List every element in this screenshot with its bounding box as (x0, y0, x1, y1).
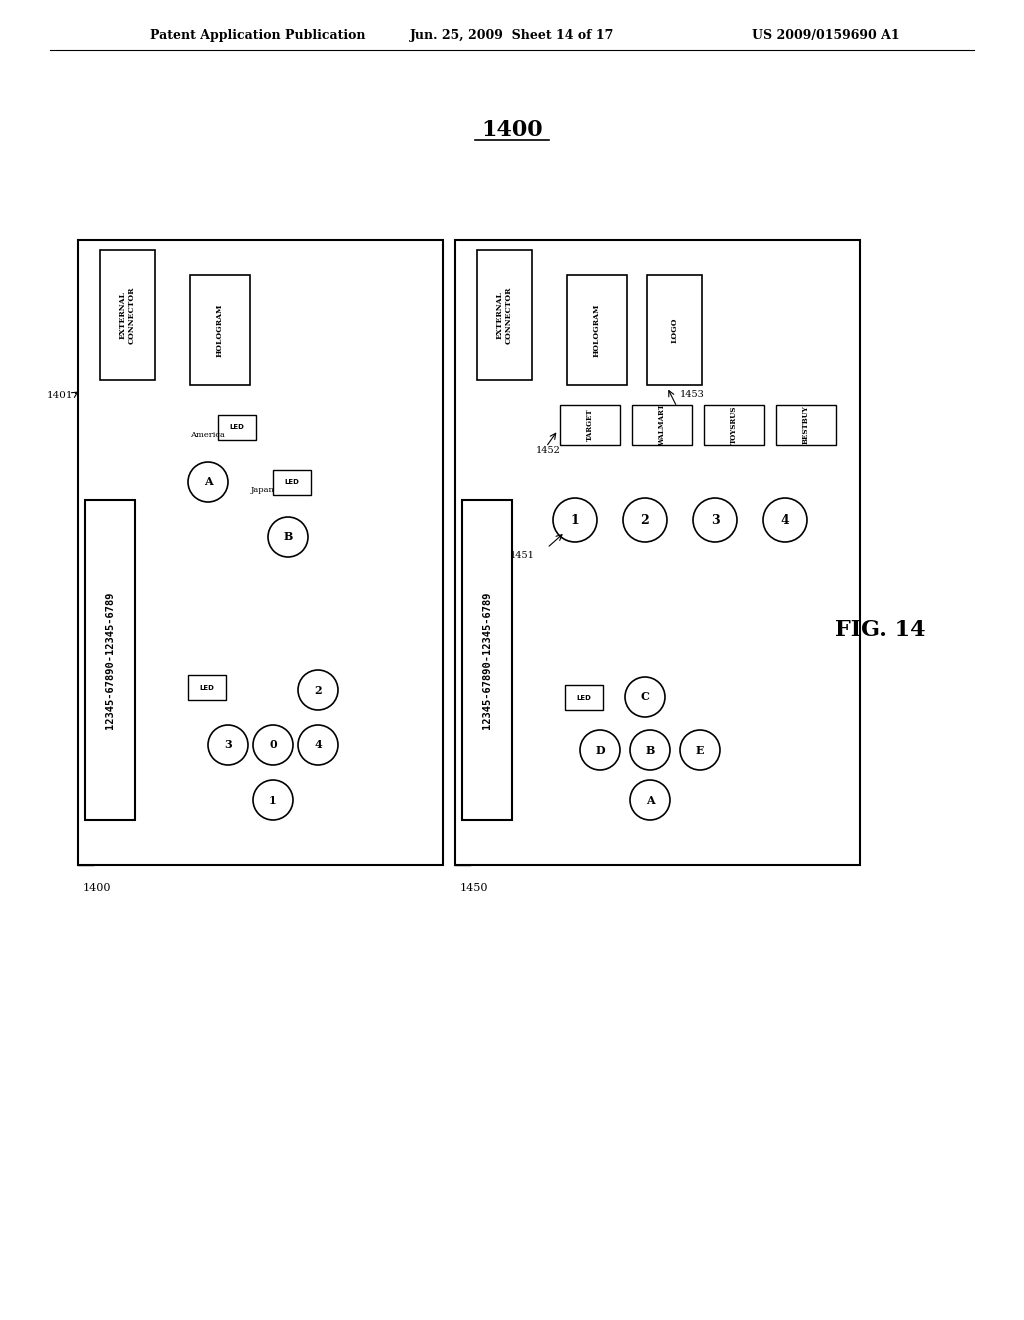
Text: D: D (595, 744, 605, 755)
Circle shape (253, 725, 293, 766)
Text: LED: LED (200, 685, 214, 690)
Text: B: B (645, 744, 654, 755)
Text: 4: 4 (314, 739, 322, 751)
Text: 12345-67890-12345-6789: 12345-67890-12345-6789 (482, 591, 492, 729)
Circle shape (580, 730, 620, 770)
Circle shape (298, 671, 338, 710)
Text: C: C (641, 692, 649, 702)
Circle shape (630, 780, 670, 820)
Text: 1452: 1452 (536, 446, 561, 454)
Bar (560, 405, 620, 445)
Circle shape (630, 730, 670, 770)
Text: 12345-67890-12345-6789: 12345-67890-12345-6789 (105, 591, 115, 729)
Text: 1400: 1400 (83, 883, 112, 894)
Circle shape (298, 725, 338, 766)
Bar (477, 249, 532, 380)
Text: TOYSRUS: TOYSRUS (730, 405, 738, 445)
Text: LED: LED (577, 694, 592, 701)
Text: HOLOGRAM: HOLOGRAM (593, 304, 601, 356)
Text: EXTERNAL
CONNECTOR: EXTERNAL CONNECTOR (119, 286, 136, 343)
Bar (567, 275, 627, 385)
Circle shape (208, 725, 248, 766)
Bar (273, 470, 311, 495)
Text: B: B (284, 532, 293, 543)
Circle shape (763, 498, 807, 543)
Circle shape (268, 517, 308, 557)
Bar (188, 675, 226, 700)
Text: 3: 3 (711, 513, 719, 527)
Circle shape (253, 780, 293, 820)
Text: TARGET: TARGET (586, 409, 594, 441)
Text: US 2009/0159690 A1: US 2009/0159690 A1 (753, 29, 900, 41)
Circle shape (625, 677, 665, 717)
Text: 1: 1 (570, 513, 580, 527)
Bar (455, 240, 860, 865)
Text: LED: LED (285, 479, 299, 486)
Text: 1: 1 (269, 795, 276, 805)
Text: LOGO: LOGO (671, 317, 679, 343)
Bar (85, 500, 135, 820)
Text: BESTBUY: BESTBUY (802, 405, 810, 445)
Bar (190, 275, 250, 385)
Text: 1401: 1401 (46, 391, 73, 400)
Text: E: E (695, 744, 705, 755)
Text: 0: 0 (269, 739, 276, 751)
Bar (632, 405, 692, 445)
Text: LED: LED (229, 425, 245, 430)
Circle shape (188, 462, 228, 502)
Circle shape (553, 498, 597, 543)
Text: 1451: 1451 (510, 550, 535, 560)
Text: Patent Application Publication: Patent Application Publication (150, 29, 366, 41)
Circle shape (623, 498, 667, 543)
Bar (78, 240, 443, 865)
Text: A: A (646, 795, 654, 805)
Text: Jun. 25, 2009  Sheet 14 of 17: Jun. 25, 2009 Sheet 14 of 17 (410, 29, 614, 41)
Text: 1450: 1450 (460, 883, 488, 894)
Bar (647, 275, 702, 385)
Text: A: A (204, 477, 212, 487)
Bar (218, 414, 256, 440)
Text: America: America (190, 432, 225, 440)
Text: HOLOGRAM: HOLOGRAM (216, 304, 224, 356)
Text: 1453: 1453 (680, 389, 705, 399)
Text: 2: 2 (641, 513, 649, 527)
Bar (565, 685, 603, 710)
Text: Japan: Japan (251, 486, 274, 494)
Circle shape (693, 498, 737, 543)
Text: 4: 4 (780, 513, 790, 527)
Circle shape (680, 730, 720, 770)
Text: 3: 3 (224, 739, 231, 751)
Bar (100, 249, 155, 380)
Bar (776, 405, 836, 445)
Text: WALMART: WALMART (658, 404, 666, 446)
Text: 2: 2 (314, 685, 322, 696)
Text: EXTERNAL
CONNECTOR: EXTERNAL CONNECTOR (496, 286, 513, 343)
Bar (703, 405, 764, 445)
Text: FIG. 14: FIG. 14 (835, 619, 926, 642)
Text: 1400: 1400 (481, 119, 543, 141)
Bar (462, 500, 512, 820)
